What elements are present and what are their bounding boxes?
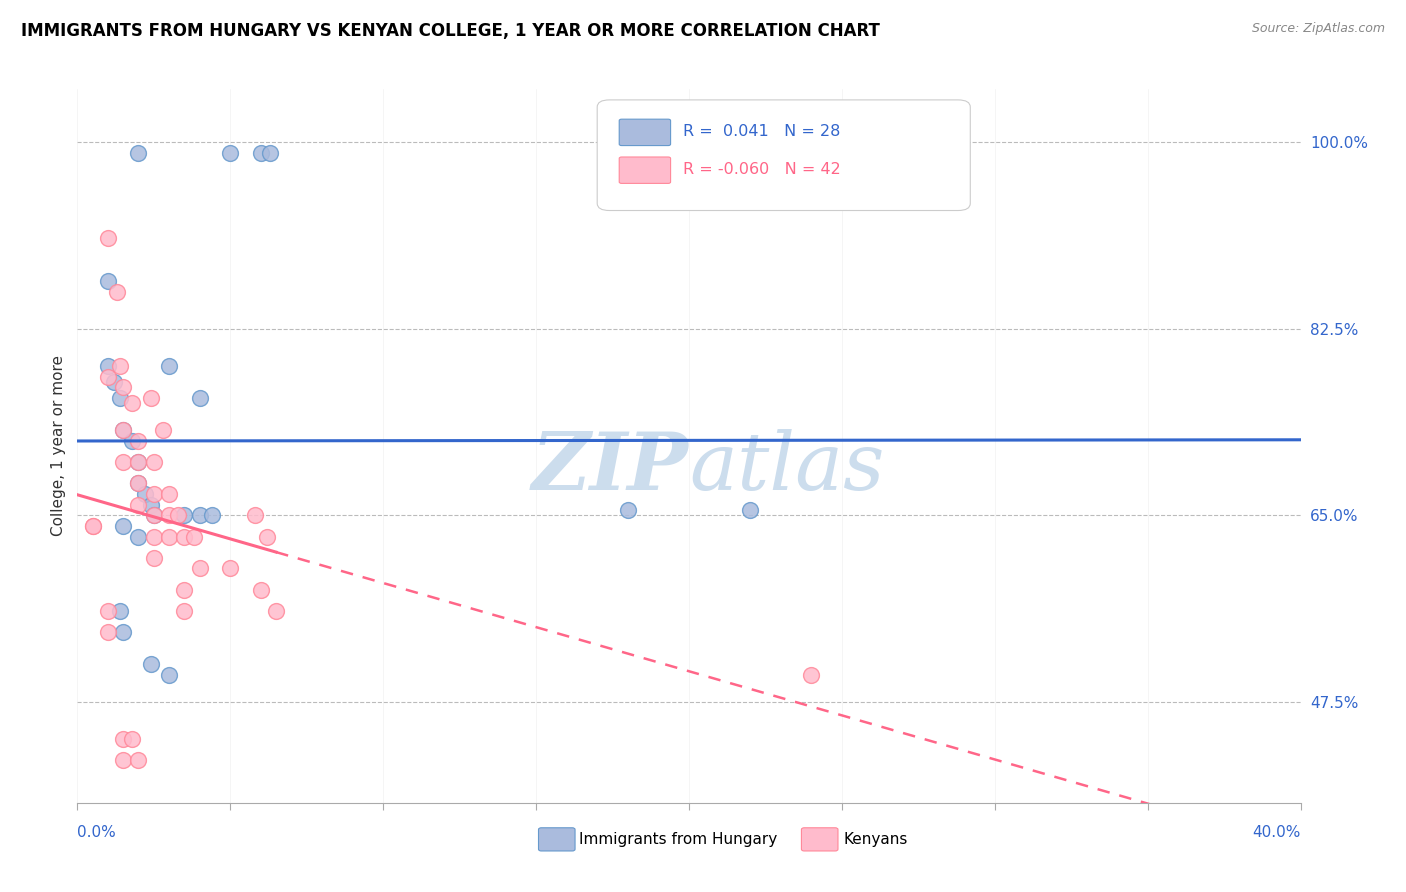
Point [105,285,128,299]
Point [250,582,273,597]
Point [188,391,211,405]
Point [121,396,143,410]
Point [97,604,120,618]
Point [97,274,120,288]
Point [188,561,211,575]
Point [617,503,640,517]
Point [97,231,120,245]
Point [264,604,287,618]
Point [128,146,150,161]
Point [188,508,211,523]
Point [183,529,205,543]
Text: ZIP: ZIP [531,429,689,506]
Point [259,146,281,161]
Point [740,503,762,517]
Point [256,529,278,543]
Point [167,508,190,523]
Point [112,423,135,437]
Point [142,455,165,469]
Point [112,455,135,469]
Point [142,487,165,501]
Point [128,529,150,543]
Text: 0.0%: 0.0% [77,825,117,840]
Point [173,508,195,523]
Point [157,359,180,373]
Point [173,582,195,597]
Point [112,625,135,640]
Point [152,423,174,437]
Text: IMMIGRANTS FROM HUNGARY VS KENYAN COLLEGE, 1 YEAR OR MORE CORRELATION CHART: IMMIGRANTS FROM HUNGARY VS KENYAN COLLEG… [21,22,880,40]
Point [139,391,162,405]
Point [243,508,266,523]
Point [82,519,104,533]
Point [219,561,242,575]
FancyBboxPatch shape [598,100,970,211]
Point [82,519,104,533]
Point [112,753,135,767]
Point [128,455,150,469]
Point [142,508,165,523]
Text: 40.0%: 40.0% [1253,825,1301,840]
Point [142,529,165,543]
Point [157,508,180,523]
Point [250,146,273,161]
Point [97,369,120,384]
Point [157,487,180,501]
Point [134,487,156,501]
Point [139,657,162,672]
Point [97,625,120,640]
Point [173,529,195,543]
Point [173,604,195,618]
Point [112,519,135,533]
Point [103,375,125,389]
Text: Immigrants from Hungary: Immigrants from Hungary [579,832,778,847]
Point [800,668,823,682]
Point [112,731,135,746]
Text: atlas: atlas [689,429,884,506]
Point [157,529,180,543]
FancyBboxPatch shape [619,157,671,184]
Point [128,498,150,512]
Text: Source: ZipAtlas.com: Source: ZipAtlas.com [1251,22,1385,36]
Point [142,550,165,565]
Point [139,498,162,512]
FancyBboxPatch shape [619,120,671,145]
Point [97,359,120,373]
Point [157,668,180,682]
Text: Kenyans: Kenyans [844,832,908,847]
Text: R =  0.041   N = 28: R = 0.041 N = 28 [683,124,841,139]
Point [121,731,143,746]
Y-axis label: College, 1 year or more: College, 1 year or more [51,356,66,536]
Point [108,359,131,373]
Text: R = -0.060   N = 42: R = -0.060 N = 42 [683,162,841,178]
Point [112,423,135,437]
Point [128,476,150,491]
Point [219,146,242,161]
Point [201,508,224,523]
Point [128,476,150,491]
Point [108,391,131,405]
Point [121,434,143,448]
Point [142,508,165,523]
Point [128,753,150,767]
Point [112,380,135,394]
Point [108,604,131,618]
Point [128,434,150,448]
Point [128,455,150,469]
